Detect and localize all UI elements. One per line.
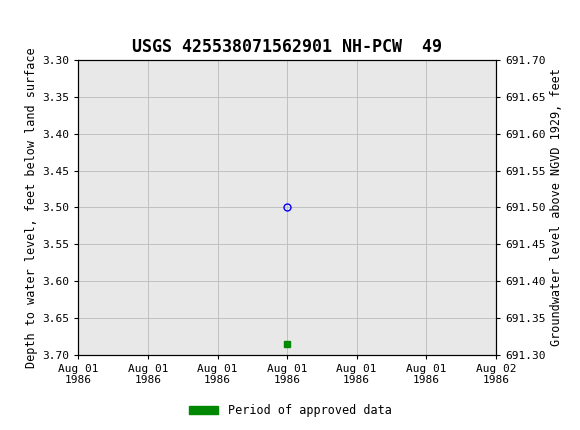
Legend: Period of approved data: Period of approved data bbox=[184, 399, 396, 422]
Title: USGS 425538071562901 NH-PCW  49: USGS 425538071562901 NH-PCW 49 bbox=[132, 38, 442, 56]
Text: USGS: USGS bbox=[44, 14, 87, 31]
Y-axis label: Depth to water level, feet below land surface: Depth to water level, feet below land su… bbox=[25, 47, 38, 368]
Y-axis label: Groundwater level above NGVD 1929, feet: Groundwater level above NGVD 1929, feet bbox=[550, 68, 563, 347]
